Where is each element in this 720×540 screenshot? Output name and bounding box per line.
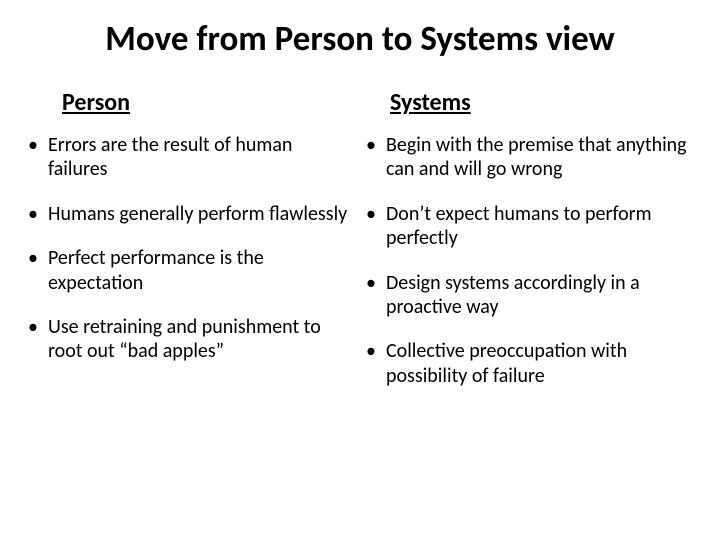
column-person: Person Errors are the result of human fa… xyxy=(28,88,360,408)
list-item: Errors are the result of human failures xyxy=(28,133,354,182)
slide-title: Move from Person to Systems view xyxy=(28,18,692,60)
bullet-list-person: Errors are the result of human failures … xyxy=(28,133,354,364)
list-item: Perfect performance is the expectation xyxy=(28,246,354,295)
bullet-list-systems: Begin with the premise that anything can… xyxy=(366,133,692,388)
list-item: Don’t expect humans to perform perfectly xyxy=(366,202,692,251)
columns-wrapper: Person Errors are the result of human fa… xyxy=(28,88,692,408)
list-item: Use retraining and punishment to root ou… xyxy=(28,315,354,364)
list-item: Collective preoccupation with possibilit… xyxy=(366,339,692,388)
list-item: Humans generally perform flawlessly xyxy=(28,202,354,226)
column-header-person: Person xyxy=(62,88,354,117)
column-header-systems: Systems xyxy=(390,88,692,117)
list-item: Design systems accordingly in a proactiv… xyxy=(366,271,692,320)
list-item: Begin with the premise that anything can… xyxy=(366,133,692,182)
slide-container: Move from Person to Systems view Person … xyxy=(0,0,720,540)
column-systems: Systems Begin with the premise that anyt… xyxy=(360,88,692,408)
